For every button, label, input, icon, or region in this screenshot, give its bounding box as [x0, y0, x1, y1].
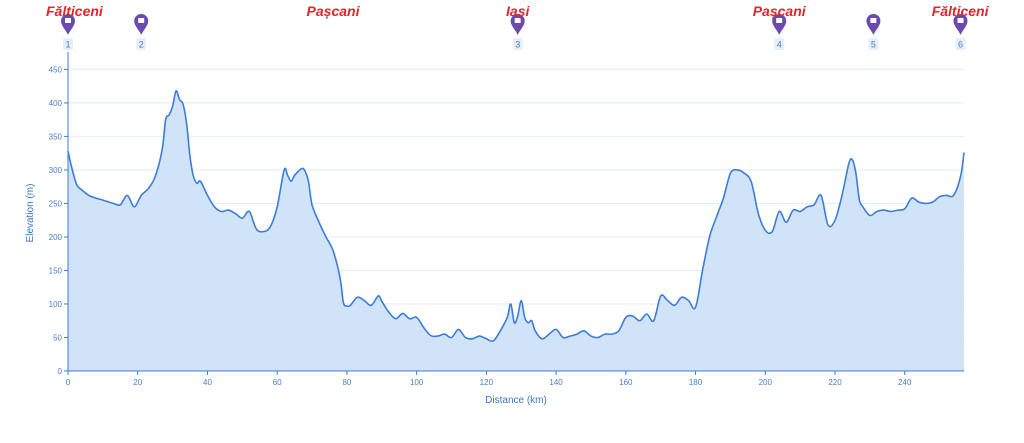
marker-number: 6 — [958, 40, 963, 50]
marker-number: 2 — [139, 40, 144, 50]
marker-number-badge — [512, 38, 523, 50]
x-tick-label: 180 — [689, 378, 703, 387]
marker-number-badge — [774, 38, 785, 50]
x-tick-label: 0 — [66, 378, 71, 387]
y-tick-label: 50 — [53, 333, 62, 342]
marker-number: 1 — [65, 40, 70, 50]
elevation-area — [67, 90, 965, 371]
y-tick-label: 200 — [49, 233, 63, 242]
waypoint-marker: 6 — [953, 14, 968, 50]
place-label: Fălticeni — [932, 3, 990, 19]
y-tick-label: 350 — [49, 132, 63, 141]
y-tick-label: 250 — [49, 199, 63, 208]
flag-icon — [138, 18, 145, 23]
x-tick-label: 40 — [203, 378, 212, 387]
place-labels: Fălticeni Pașcani Iași Pașcani Fălticeni — [46, 3, 990, 19]
x-tick-label: 140 — [549, 378, 563, 387]
map-pin-icon — [953, 14, 968, 35]
place-label: Iași — [506, 3, 530, 19]
waypoint-marker: 2 — [134, 14, 149, 50]
place-label: Pașcani — [307, 3, 361, 19]
marker-number-badge — [136, 38, 147, 50]
map-pin-icon — [772, 14, 787, 35]
map-pin-icon — [61, 14, 75, 35]
place-label: Pașcani — [753, 3, 807, 19]
x-tick-label: 60 — [273, 378, 282, 387]
flag-icon — [776, 18, 783, 23]
elevation-series-line — [67, 90, 965, 342]
y-tick-label: 100 — [49, 300, 63, 309]
place-label: Fălticeni — [46, 3, 104, 19]
marker-number-badge — [63, 38, 73, 50]
flag-icon — [870, 18, 877, 23]
y-tick-label: 0 — [58, 367, 63, 376]
x-tick-label: 80 — [342, 378, 351, 387]
x-tick-label: 20 — [133, 378, 142, 387]
flag-icon — [514, 18, 521, 23]
waypoint-marker: 4 — [772, 14, 787, 50]
x-tick-label: 200 — [759, 378, 773, 387]
map-pin-icon — [866, 14, 881, 35]
x-axis-title: Distance (km) — [485, 395, 547, 406]
flag-icon — [957, 18, 964, 23]
marker-number: 5 — [871, 40, 876, 50]
marker-number-badge — [955, 38, 966, 50]
flag-icon — [65, 18, 71, 23]
map-pin-icon — [510, 14, 525, 35]
y-tick-label: 300 — [49, 166, 63, 175]
marker-number-badge — [868, 38, 879, 50]
y-tick-label: 450 — [49, 65, 63, 74]
x-tick-label: 160 — [619, 378, 633, 387]
x-tick-label: 220 — [828, 378, 842, 387]
marker-number: 3 — [515, 40, 520, 50]
y-tick-label: 150 — [49, 266, 63, 275]
x-tick-label: 240 — [898, 378, 912, 387]
axes: 0 50 100 150 200 250 300 350 400 450 0 20 40 60 80 100 1… — [49, 52, 964, 387]
x-tick-label: 120 — [480, 378, 494, 387]
waypoint-marker: 5 — [866, 14, 881, 50]
marker-number: 4 — [777, 40, 782, 50]
elevation-area-fill — [68, 90, 964, 371]
y-tick-label: 400 — [49, 99, 63, 108]
waypoint-markers: 1 2 3 4 5 6 — [61, 14, 968, 50]
waypoint-marker: 3 — [510, 14, 525, 50]
map-pin-icon — [134, 14, 149, 35]
x-tick-label: 100 — [410, 378, 424, 387]
waypoint-marker: 1 — [61, 14, 75, 50]
y-axis-title: Elevation (m) — [25, 184, 36, 243]
